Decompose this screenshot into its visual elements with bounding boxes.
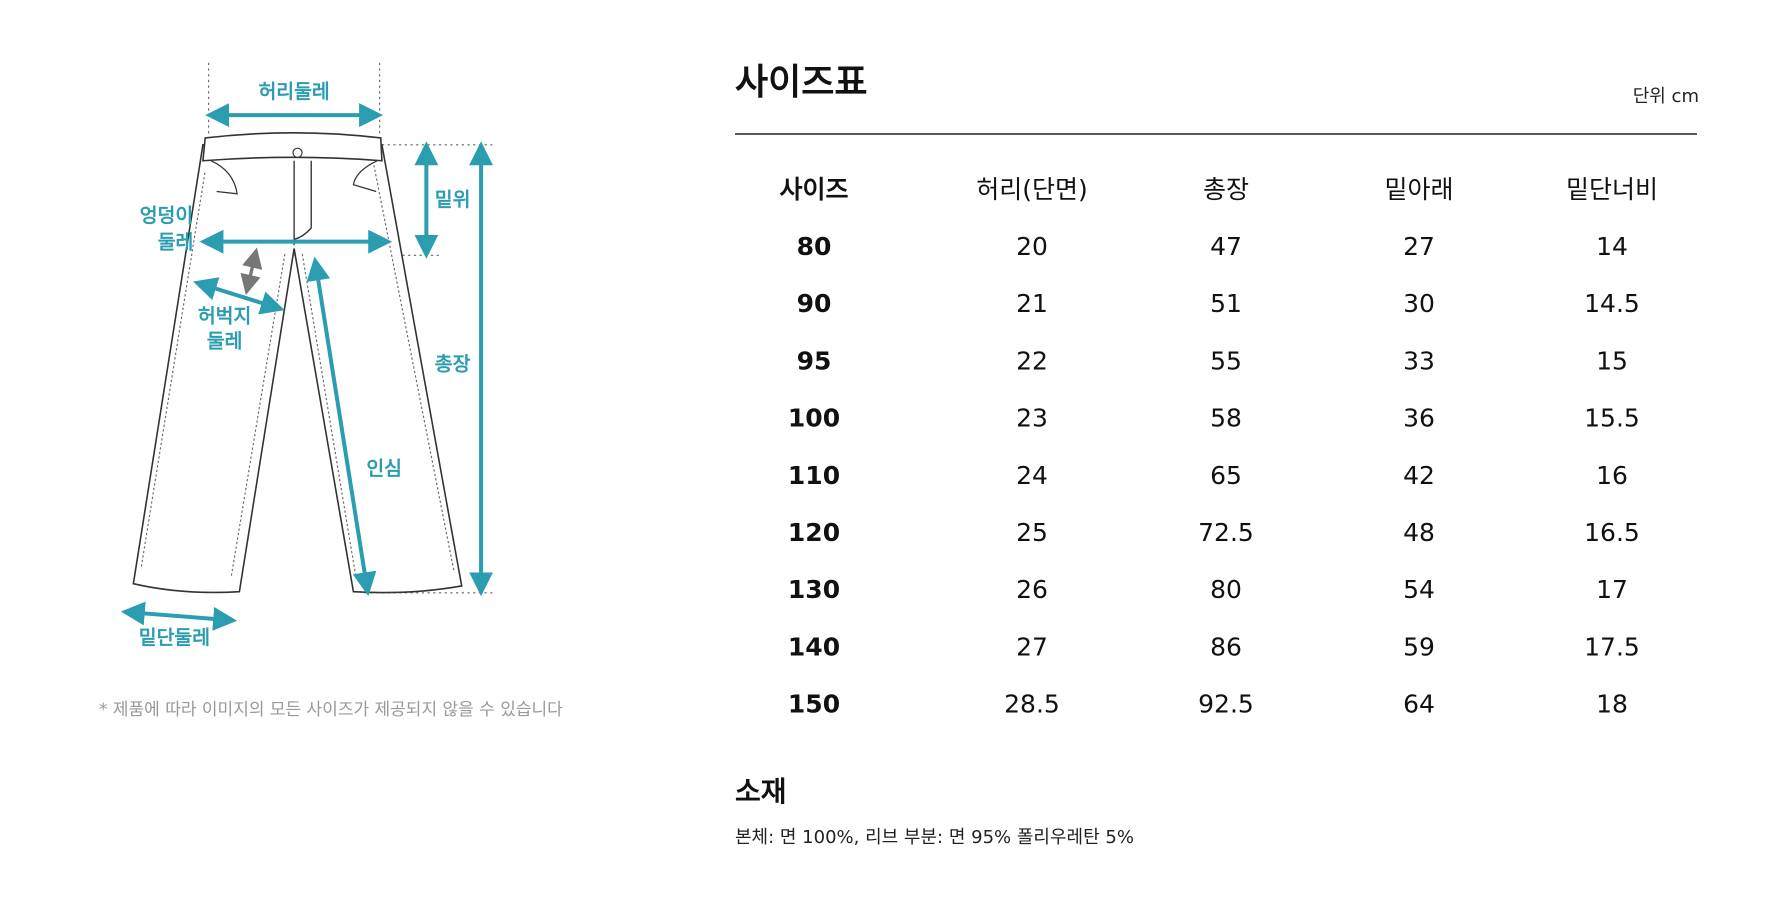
cell: 14 (1596, 232, 1628, 261)
cell: 95 (797, 346, 832, 375)
cell: 23 (1016, 404, 1048, 433)
pants-diagram: 허리둘레 밑위 엉덩이 둘레 허벅지 둘레 총장 인심 밑단둘레 (120, 62, 496, 649)
material-title: 소재 (735, 775, 787, 808)
cell: 20 (1016, 232, 1048, 261)
label: 엉덩이 (140, 204, 193, 227)
cell: 58 (1210, 404, 1242, 433)
cell: 48 (1403, 518, 1435, 547)
cell: 55 (1210, 346, 1242, 375)
cell: 21 (1016, 289, 1048, 318)
cell: 16.5 (1584, 518, 1640, 547)
note: * 제품에 따라 이미지의 모든 사이즈가 제공되지 않을 수 있습니다 (99, 700, 563, 720)
cell: 72.5 (1198, 518, 1254, 547)
label: 밑단둘레 (139, 626, 210, 649)
cell: 30 (1403, 289, 1435, 318)
cell: 18 (1596, 690, 1628, 719)
cell: 36 (1403, 404, 1435, 433)
label: 허벅지 (198, 304, 251, 327)
column-header: 밑아래 (1384, 175, 1453, 204)
material-text: 본체: 면 100%, 리브 부분: 면 95% 폴리우레탄 5% (735, 827, 1134, 848)
label: 총장 (435, 352, 471, 375)
waistband (202, 132, 383, 162)
label: 밑위 (435, 188, 471, 211)
cell: 80 (1210, 575, 1242, 604)
cell: 17 (1596, 575, 1628, 604)
cell: 25 (1016, 518, 1048, 547)
size-table: 사이즈 허리(단면) 총장 밑아래 밑단너비 80 20 47 27 14 90 21 51 30 14.5… (779, 175, 1658, 719)
cell: 130 (788, 575, 840, 604)
column-header: 총장 (1203, 175, 1249, 204)
cell: 120 (788, 518, 840, 547)
title: 사이즈표 (735, 62, 867, 103)
cell: 140 (788, 632, 840, 661)
cell: 15.5 (1584, 404, 1640, 433)
cell: 27 (1016, 632, 1048, 661)
cell: 22 (1016, 346, 1048, 375)
inseam-arrow (306, 256, 377, 597)
label: 인심 (366, 457, 402, 480)
cell: 42 (1403, 461, 1435, 490)
cell: 110 (788, 461, 840, 490)
column-header: 사이즈 (779, 175, 848, 204)
cell: 47 (1210, 232, 1242, 261)
cell: 26 (1016, 575, 1048, 604)
unit: 단위 cm (1633, 86, 1699, 107)
thigh-arrow (193, 277, 285, 315)
cell: 15 (1596, 346, 1628, 375)
cell: 150 (788, 690, 840, 719)
cell: 51 (1210, 289, 1242, 318)
cell: 28.5 (1004, 690, 1060, 719)
cell: 100 (788, 404, 840, 433)
cell: 16 (1596, 461, 1628, 490)
column-header: 밑단너비 (1566, 175, 1658, 204)
label: 둘레 (207, 330, 243, 353)
cell: 80 (797, 232, 832, 261)
cell: 90 (797, 289, 832, 318)
cell: 86 (1210, 632, 1242, 661)
button (292, 147, 303, 158)
cell: 92.5 (1198, 690, 1254, 719)
cell: 27 (1403, 232, 1435, 261)
column-header: 허리(단면) (976, 175, 1088, 204)
cell: 24 (1016, 461, 1048, 490)
cell: 65 (1210, 461, 1242, 490)
cell: 17.5 (1584, 632, 1640, 661)
cell: 59 (1403, 632, 1435, 661)
label: 허리둘레 (258, 80, 329, 103)
cell: 54 (1403, 575, 1435, 604)
gray-arrow (240, 247, 263, 296)
hem-arrow (120, 601, 238, 631)
cell: 33 (1403, 346, 1435, 375)
label: 둘레 (158, 230, 194, 253)
cell: 64 (1403, 690, 1435, 719)
cell: 14.5 (1584, 289, 1640, 318)
pockets (210, 160, 378, 195)
